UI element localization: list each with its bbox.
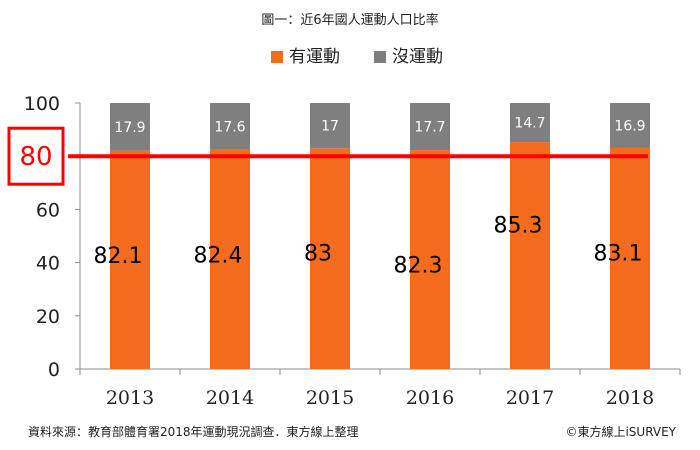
data-label-2017-series2: 14.7 [514, 116, 545, 132]
x-tick-label-2015: 2015 [306, 387, 354, 409]
bar-2017-series1 [510, 142, 550, 369]
data-label-2016-series1: 82.3 [394, 254, 443, 279]
data-label-2013-series2: 17.9 [114, 120, 145, 136]
y-tick-label-20: 20 [36, 306, 60, 328]
data-label-2015-series2: 17 [321, 119, 339, 135]
bar-2015-series2 [310, 103, 350, 149]
legend-label-1: 有運動 [289, 47, 340, 67]
reference-label-box [7, 126, 65, 186]
footer-source: 資料來源：教育部體育署2018年運動現況調查．東方線上整理 [28, 424, 359, 439]
y-tick-label-40: 40 [36, 253, 60, 275]
reference-line-group: 80 [7, 126, 648, 186]
footer-copyright: ©東方線上iSURVEY [565, 424, 676, 439]
y-tick-label-100: 100 [24, 93, 60, 115]
x-tick-label-2016: 2016 [406, 387, 454, 409]
data-label-2018-series2: 16.9 [614, 118, 645, 134]
chart-title: 圖一：近6年國人運動人口比率 [261, 12, 438, 28]
bar-2016-series2 [410, 103, 450, 151]
bar-2014-series2 [210, 103, 250, 150]
legend-swatch-2 [374, 51, 386, 63]
y-tick-label-0: 0 [48, 359, 60, 381]
x-tick-label-2013: 2013 [106, 387, 154, 409]
x-tick-label-2014: 2014 [206, 387, 254, 409]
y-tick-label-60: 60 [36, 199, 60, 221]
data-label-2018-series1: 83.1 [594, 241, 643, 266]
bar-2017-series2 [510, 103, 550, 143]
bar-labels: 82.1 17.9 82.4 17.6 83 17 82.3 17.7 85.3 14.7 83.1… [94, 116, 646, 279]
data-label-2014-series2: 17.6 [214, 119, 245, 135]
bar-2018-series1 [610, 147, 650, 369]
x-tick-label-2018: 2018 [606, 387, 654, 409]
legend-swatch-1 [271, 51, 283, 63]
bar-2015-series1 [310, 148, 350, 369]
data-label-2015-series1: 83 [304, 242, 332, 267]
bar-2018-series2 [610, 103, 650, 148]
data-label-2017-series1: 85.3 [494, 214, 543, 239]
data-label-2014-series1: 82.4 [194, 243, 243, 268]
bar-2016-series1 [410, 150, 450, 369]
x-tick-label-2017: 2017 [506, 387, 554, 409]
bar-2014-series1 [210, 149, 250, 369]
data-label-2016-series2: 17.7 [414, 120, 445, 136]
bar-2013-series2 [110, 103, 150, 151]
axes: 0 20 40 60 100 2013 2014 2015 2016 2017 2018 [24, 93, 681, 409]
bars [110, 103, 650, 369]
bar-2013-series1 [110, 150, 150, 369]
legend: 有運動 沒運動 [271, 47, 443, 67]
reference-label: 80 [19, 142, 52, 172]
data-label-2013-series1: 82.1 [94, 244, 143, 269]
legend-label-2: 沒運動 [392, 47, 443, 67]
